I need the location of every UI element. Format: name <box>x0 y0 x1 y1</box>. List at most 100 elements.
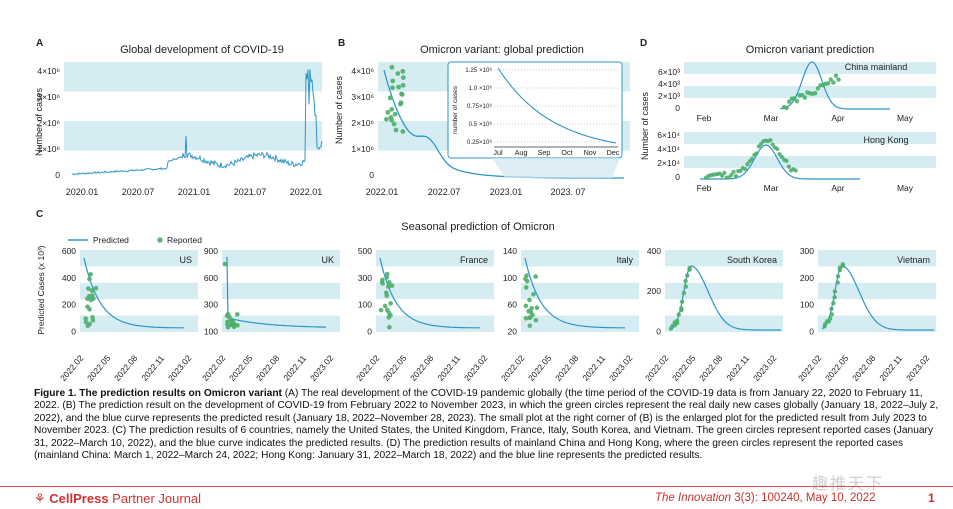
panel-a-series-line <box>71 69 323 176</box>
panel-c-xtick: 2022.11 <box>281 353 308 383</box>
panel-c-reported-point <box>89 288 95 293</box>
panel-c-reported-point <box>229 322 234 328</box>
panel-b-letter: B <box>338 38 345 49</box>
panel-c-reported-point <box>679 299 685 304</box>
panel-b-reported-point <box>387 95 393 101</box>
panel-a-ytick: 1×10⁶ <box>37 144 60 154</box>
panel-d-top-reported-point <box>802 95 807 100</box>
panel-c-reported-point <box>380 277 385 283</box>
panel-c-reported-point <box>88 272 93 277</box>
panel-c-reported-point <box>83 316 88 321</box>
panel-c-reported-point <box>524 278 530 284</box>
panel-b-inset-xtick: Dec <box>607 148 620 157</box>
panel-c-ytick: 600 <box>62 246 76 256</box>
grid-band <box>684 62 936 74</box>
panel-c-reported-point <box>93 285 99 291</box>
panel-d-top-ytick: 2×10³ <box>658 91 680 101</box>
panel-d-top-ytick: 0 <box>675 103 680 113</box>
panel-c-reported-point <box>527 323 533 329</box>
grid-band <box>222 250 340 267</box>
panel-c-reported-point <box>378 307 384 313</box>
panel-c-country-label: US <box>179 255 192 265</box>
panel-c-ylabel: Predicted Cases (x 10³) <box>36 245 46 334</box>
journal-citation[interactable]: The Innovation 3(3): 100240, May 10, 202… <box>655 492 876 504</box>
panel-d-bottom-reported-point <box>722 170 727 175</box>
panel-b-inset-xtick: Oct <box>561 148 572 157</box>
cellpress-logo[interactable]: ⚘ CellPress Partner Journal <box>34 491 201 507</box>
panel-b-reported-point <box>390 85 395 91</box>
panel-c-country-label: Vietnam <box>897 255 930 265</box>
panel-c-xtick: 2022.08 <box>112 353 140 383</box>
panel-d-bottom-reported-point <box>738 168 743 173</box>
panel-c-reported-point <box>388 301 393 306</box>
panel-c-ytick: 60 <box>508 300 518 310</box>
panel-b-reported-point <box>389 106 395 112</box>
panel-c-xtick: 2022.02 <box>354 353 382 383</box>
panel-b-inset-xtick: Jul <box>493 148 503 157</box>
panel-d-top-reported-point <box>787 99 792 104</box>
panel-c-xtick: 2022.02 <box>499 353 527 383</box>
panel-c-reported-point <box>523 285 529 290</box>
panel-b-reported-point <box>384 116 389 122</box>
panel-b-inset-xtick: Sep <box>538 148 551 157</box>
grid-band <box>80 282 198 300</box>
panel-c-reported-point <box>533 274 538 279</box>
panel-c-reported-point <box>89 293 95 298</box>
panel-d-title: Omicron variant prediction <box>746 44 874 56</box>
panel-d-top-reported-point <box>836 77 841 82</box>
panel-a-ytick: 2×10⁶ <box>37 118 60 128</box>
panel-c-predicted-curve <box>524 257 625 329</box>
panel-c-ytick: 200 <box>62 300 76 310</box>
panel-d-top-label: China mainland <box>845 62 908 72</box>
panel-c-reported-point <box>228 317 234 323</box>
panel-c-ytick: 300 <box>204 300 218 310</box>
panel-d-bottom-ytick: 2×10⁴ <box>657 158 680 168</box>
panel-c-reported-point <box>527 297 532 303</box>
grid-band <box>818 282 936 300</box>
panel-d-top-ytick: 6×10³ <box>658 67 680 77</box>
panel-c-reported-point <box>534 305 540 311</box>
panel-c-reported-point <box>683 278 688 284</box>
panel-b-reported-point <box>398 101 403 107</box>
panel-d-bottom-label: Hong Kong <box>863 135 908 145</box>
panel-d-bottom-reported-point <box>743 166 748 172</box>
panel-d-top-xtick: May <box>897 113 914 123</box>
panel-c-reported-point <box>831 301 836 306</box>
panel-c-reported-point <box>527 315 533 320</box>
panel-c-reported-point <box>382 303 388 309</box>
panel-c-reported-point <box>681 290 687 296</box>
panel-d-bottom-ytick: 0 <box>675 172 680 182</box>
panel-c-xtick: 2022.02 <box>643 353 671 383</box>
panel-d-ylabel: Number of cases <box>640 91 650 160</box>
panel-c-ytick: 0 <box>71 326 76 336</box>
panel-d-bottom-ytick: 6×10⁴ <box>657 130 680 140</box>
panel-a-xtick: 2021.01 <box>178 187 211 197</box>
panel-c-reported-point <box>685 273 690 278</box>
panel-b-inset-ylabel: number of cases <box>452 85 459 134</box>
panel-b-reported-point <box>400 68 406 74</box>
panel-d-top-reported-point <box>826 81 831 86</box>
panel-d-bottom-reported-point <box>770 142 775 147</box>
panel-b-reported-point <box>395 71 401 76</box>
panel-c-reported-point <box>529 306 534 311</box>
panel-c-reported-point <box>526 308 531 314</box>
panel-c-ytick: 500 <box>358 246 372 256</box>
panel-c-ytick: 0 <box>367 326 372 336</box>
panel-b-reported-point <box>399 91 404 97</box>
panel-c-reported-point <box>835 280 840 285</box>
panel-d-bottom-reported-point <box>786 164 791 169</box>
panel-a-ytick: 3×10⁶ <box>37 92 60 102</box>
journal-name: The Innovation <box>655 492 732 504</box>
panel-c-reported-point <box>384 293 390 299</box>
panel-c-xtick: 2022.05 <box>526 353 554 383</box>
panel-c-xtick: 2022.05 <box>227 353 255 383</box>
panel-c-reported-point <box>523 303 529 309</box>
legend-predicted-label: Predicted <box>93 235 129 245</box>
panel-c-reported-point <box>87 276 92 282</box>
panel-c-reported-point <box>523 315 529 321</box>
panel-c-xtick: 2023.02 <box>166 353 194 383</box>
panel-d-bottom-reported-point <box>779 154 785 160</box>
panel-c-ytick: 300 <box>358 273 372 283</box>
panel-c-ytick: 600 <box>204 273 218 283</box>
panel-c-country-label: France <box>460 255 488 265</box>
